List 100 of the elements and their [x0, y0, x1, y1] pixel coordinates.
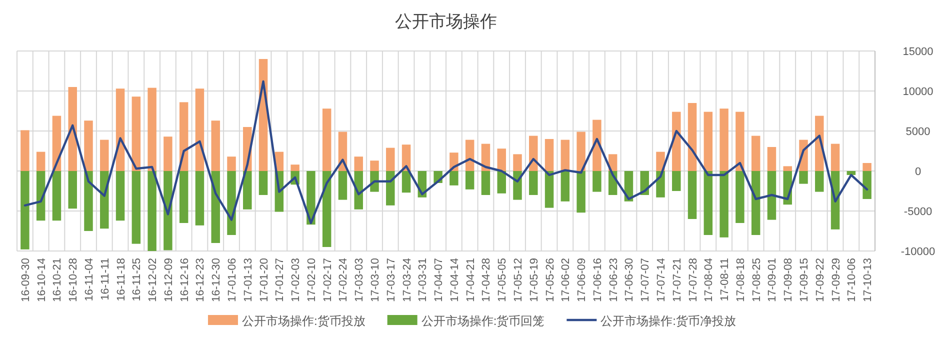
bar [767, 171, 776, 220]
bar [450, 171, 458, 186]
bar [751, 171, 760, 235]
bar [544, 171, 554, 208]
x-tick-label: 16-12-23 [194, 258, 207, 302]
x-tick-label: 17-06-23 [608, 258, 620, 302]
y-tick-label: 0 [914, 166, 922, 178]
x-tick-label: 17-02-24 [338, 258, 350, 302]
bar [227, 171, 236, 235]
x-tick-label: 17-02-10 [306, 258, 318, 302]
bar [164, 136, 172, 171]
bar [36, 152, 46, 171]
x-tick-label: 17-05-05 [496, 258, 509, 302]
bar [529, 171, 538, 195]
x-tick-label: 17-06-02 [560, 258, 572, 302]
x-tick-label: 17-07-21 [671, 258, 684, 302]
bar [290, 164, 300, 171]
chart-title: 公开市场操作 [395, 12, 497, 31]
x-tick-label: 17-08-11 [719, 258, 732, 302]
y-tick-label: -5000 [904, 206, 932, 218]
bar [736, 112, 744, 171]
bar [20, 171, 30, 250]
x-tick-label: 16-10-28 [68, 258, 80, 302]
bar [656, 152, 665, 171]
bar [592, 120, 602, 171]
x-tick-label: 17-09-01 [766, 258, 779, 302]
bar [386, 148, 395, 171]
bar [497, 148, 506, 171]
x-tick-label: 17-01-13 [242, 258, 254, 302]
bar [148, 171, 156, 251]
bar [529, 136, 538, 171]
bar [704, 112, 713, 171]
x-tick-label: 16-12-30 [210, 258, 223, 302]
bar [322, 108, 332, 171]
x-tick-label: 17-09-15 [798, 258, 810, 302]
bar [513, 154, 522, 171]
x-tick-label: 17-07-14 [656, 258, 668, 302]
bar [465, 171, 474, 190]
x-tick-label: 16-11-04 [84, 258, 96, 302]
x-tick-label: 17-03-10 [370, 258, 382, 302]
y-tick-label: 5000 [906, 126, 930, 138]
bar [846, 171, 856, 175]
x-tick-label: 17-04-07 [433, 258, 446, 302]
x-tick-label: 17-04-21 [464, 258, 477, 302]
bar [258, 171, 268, 195]
bar [560, 171, 570, 202]
legend-label: 公开市场操作:货币回笼 [421, 314, 545, 328]
x-tick-label: 17-06-30 [624, 258, 636, 302]
x-tick-label: 17-01-27 [274, 258, 286, 302]
bar [84, 120, 93, 171]
bar [68, 171, 77, 209]
x-tick-label: 17-01-20 [258, 258, 270, 302]
x-tick-label: 17-06-09 [576, 258, 588, 302]
bar [68, 87, 77, 171]
x-tick-label: 17-03-24 [401, 258, 414, 302]
bar [672, 171, 681, 191]
bar [862, 163, 872, 171]
y-tick-label: 15000 [902, 46, 934, 58]
bar [830, 144, 840, 171]
x-tick-label: 17-09-29 [830, 258, 842, 302]
x-tick-label: 17-08-25 [750, 258, 763, 302]
bar [672, 112, 681, 171]
bar [688, 171, 697, 219]
bar [195, 88, 204, 171]
x-tick-label: 17-05-12 [512, 258, 524, 302]
x-tick-label: 16-12-09 [162, 258, 175, 302]
x-tick-label: 16-12-16 [178, 258, 191, 302]
bar [148, 88, 156, 171]
legend-label: 公开市场操作:货币投放 [242, 314, 366, 328]
bar [815, 171, 824, 192]
line-series [24, 80, 868, 224]
bar [52, 171, 62, 221]
bar [211, 120, 220, 171]
x-tick-label: 17-07-07 [640, 258, 652, 302]
bar [402, 171, 411, 193]
x-tick-label: 16-10-14 [36, 258, 48, 302]
x-tick-label: 17-05-26 [544, 258, 556, 302]
bar [751, 136, 760, 171]
x-tick-label: 17-08-18 [734, 258, 747, 302]
bar [100, 171, 109, 229]
bar [783, 166, 792, 171]
bar [736, 171, 744, 223]
x-tick-label: 17-09-22 [814, 258, 826, 302]
x-tick-label: 17-05-19 [528, 258, 540, 302]
x-tick-label: 17-03-17 [385, 258, 398, 302]
x-tick-label: 16-10-21 [52, 258, 64, 302]
bar [560, 140, 570, 171]
x-tick-label: 17-06-16 [592, 258, 604, 302]
bar [544, 139, 554, 171]
legend-label: 公开市场操作:货币净投放 [600, 314, 736, 328]
x-tick-label: 17-10-13 [862, 258, 874, 302]
bar [116, 171, 125, 221]
bar [116, 88, 125, 171]
bar [100, 140, 109, 171]
x-tick-label: 16-12-02 [147, 258, 160, 302]
x-tick-label: 17-04-28 [480, 258, 493, 302]
x-tick-label: 17-03-31 [417, 258, 430, 302]
x-tick-label: 16-09-30 [20, 258, 32, 302]
bar [227, 156, 236, 171]
bar [20, 130, 30, 171]
